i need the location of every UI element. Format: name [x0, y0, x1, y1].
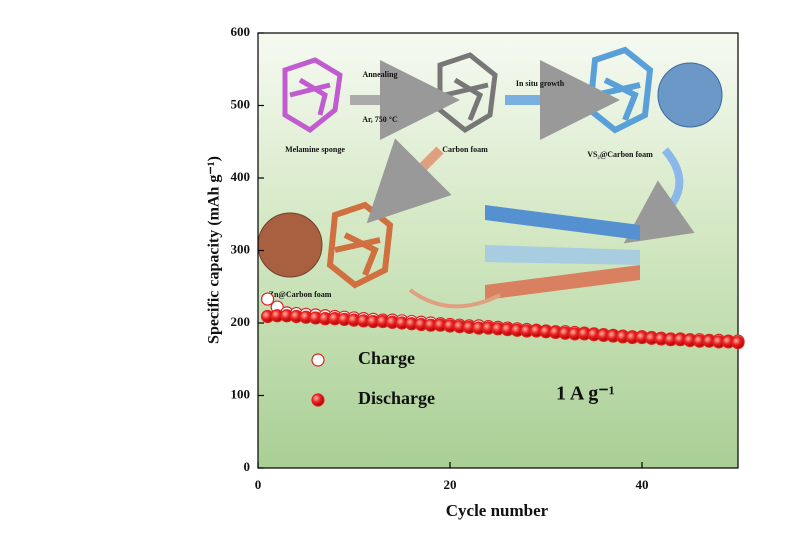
- y-axis-label: Specific capacity (mAh g⁻¹): [206, 156, 223, 344]
- inset-schematic: Annealing Ar, 750 °C In situ growth Mela…: [257, 46, 723, 309]
- y-tick-label: 600: [231, 24, 251, 39]
- inset-label: Ar, 750 °C: [362, 115, 398, 124]
- y-tick-label: 200: [231, 314, 251, 329]
- inset-label: Zn@Carbon foam: [269, 290, 332, 299]
- x-tick-label: 0: [255, 477, 262, 492]
- inset-label: VS₂@Carbon foam: [587, 150, 653, 159]
- legend-label: Charge: [358, 348, 415, 368]
- inset-label: Annealing: [362, 70, 397, 79]
- y-tick-label: 100: [231, 386, 251, 401]
- x-axis-label: Cycle number: [446, 501, 549, 520]
- inset-label: Carbon foam: [442, 145, 488, 154]
- legend-label: Discharge: [358, 388, 435, 408]
- charge-point: [261, 292, 275, 306]
- y-tick-label: 500: [231, 96, 251, 111]
- discharge-point: [311, 393, 325, 407]
- x-tick-label: 20: [444, 477, 457, 492]
- inset-label: In situ growth: [516, 79, 565, 88]
- charge-point: [311, 353, 325, 367]
- y-tick-label: 400: [231, 169, 251, 184]
- annotation: 1 A g⁻¹: [556, 383, 615, 405]
- discharge-point: [731, 335, 745, 350]
- y-tick-label: 300: [231, 241, 251, 256]
- x-tick-label: 40: [636, 477, 649, 492]
- inset-label: Melamine sponge: [285, 145, 345, 154]
- y-tick-label: 0: [244, 459, 251, 474]
